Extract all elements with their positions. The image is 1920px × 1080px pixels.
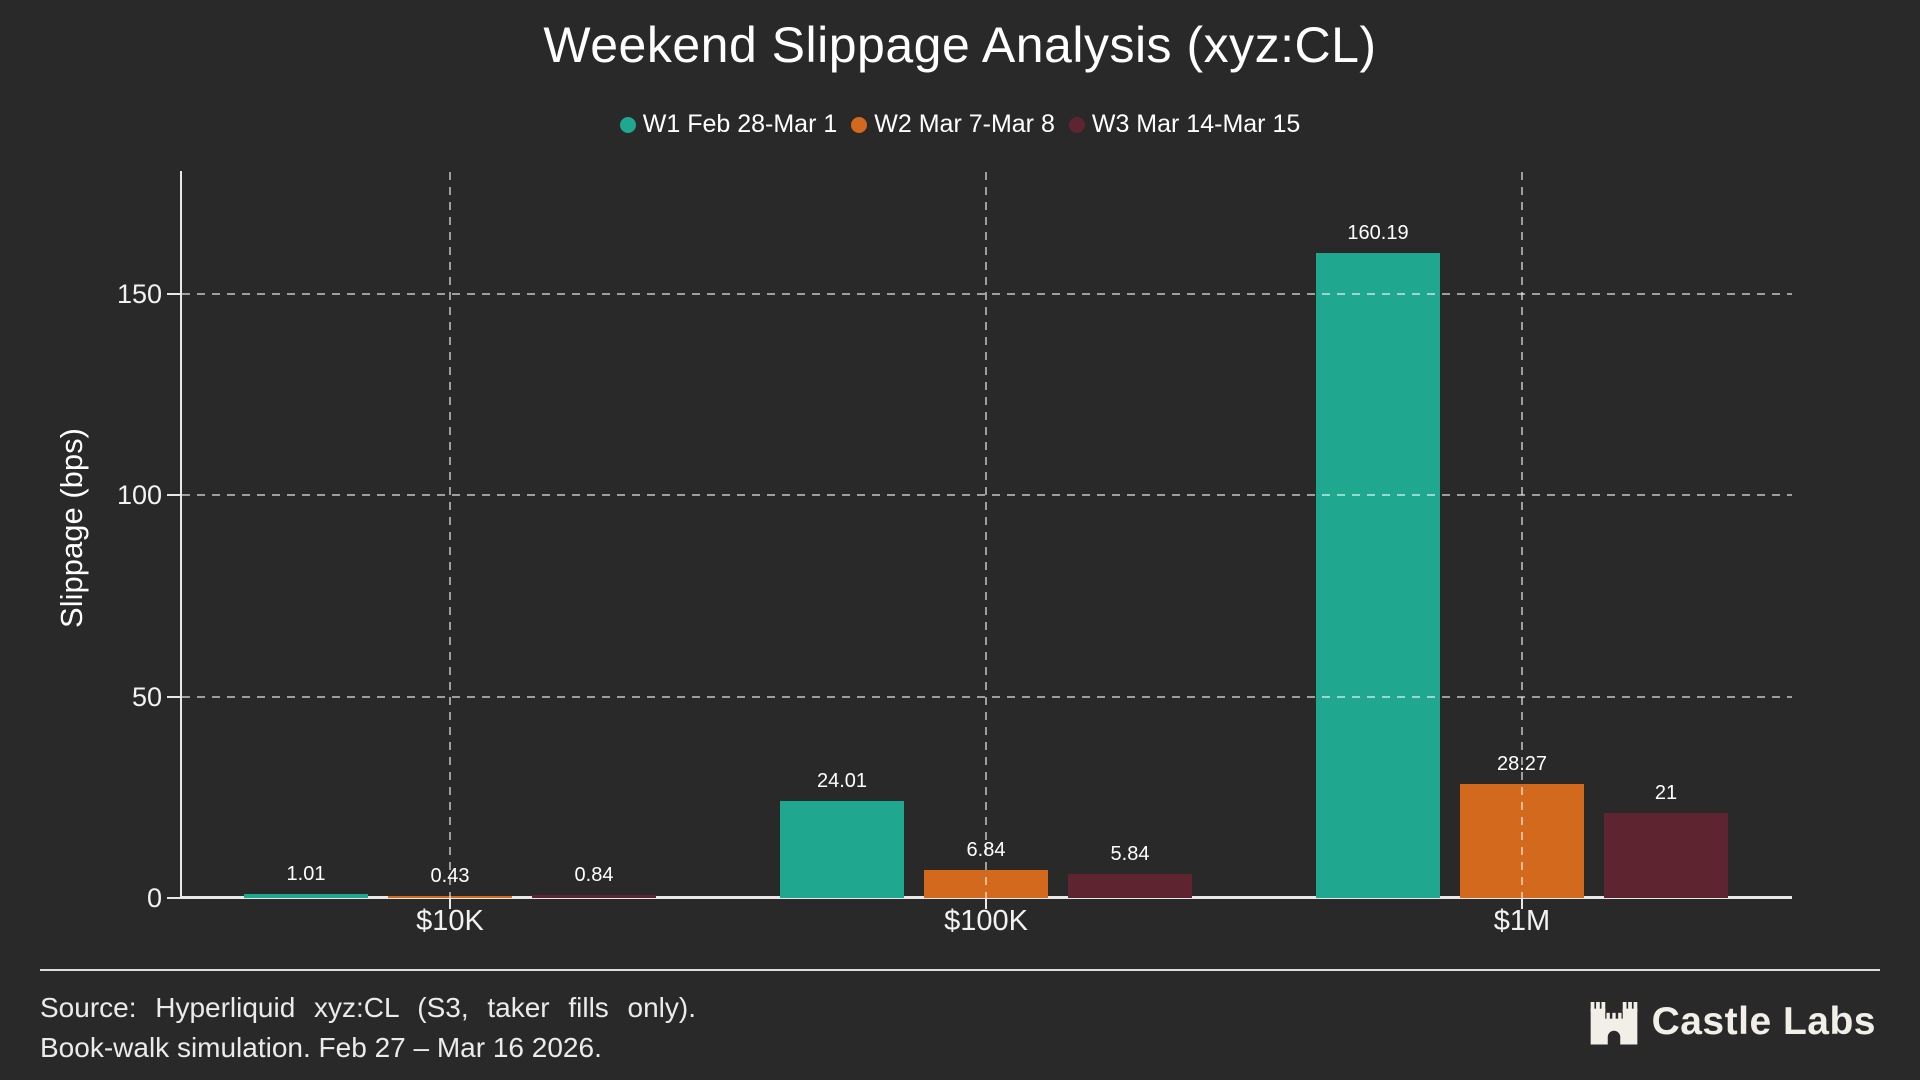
bar-value-label: 5.84 <box>1110 843 1150 866</box>
legend-label: W1 Feb 28-Mar 1 <box>642 110 838 138</box>
bar-value-label: 24.01 <box>816 770 868 793</box>
legend-item: W1 Feb 28-Mar 1 <box>619 110 838 139</box>
x-category-label: $100K <box>944 905 1028 937</box>
bar-value-label: 160.19 <box>1347 221 1409 244</box>
legend-item: W3 Mar 14-Mar 15 <box>1068 110 1301 139</box>
brand-name: Castle Labs <box>1651 1000 1876 1043</box>
bar-w1-10k <box>244 893 368 898</box>
gridline-vertical <box>1521 172 1523 898</box>
y-tick-mark <box>167 897 180 899</box>
bar-value-label: 21 <box>1654 782 1678 805</box>
castle-icon <box>1590 1002 1637 1045</box>
bar-w3-10k <box>532 894 656 898</box>
legend-label: W3 Mar 14-Mar 15 <box>1091 110 1301 138</box>
chart-title: Weekend Slippage Analysis (xyz:CL) <box>543 17 1377 73</box>
y-tick-label: 100 <box>116 480 162 511</box>
x-tick-mark <box>1521 899 1523 909</box>
gridline-horizontal <box>182 494 1792 497</box>
x-tick-mark <box>985 899 987 909</box>
legend-item: W2 Mar 7-Mar 8 <box>851 110 1055 139</box>
legend-label: W2 Mar 7-Mar 8 <box>874 110 1055 138</box>
gridline-vertical <box>449 172 451 898</box>
bar-w3-1m <box>1604 813 1728 898</box>
legend-swatch-icon <box>851 116 868 133</box>
bar-w1-1m <box>1316 252 1440 898</box>
footer-divider <box>40 969 1880 971</box>
y-tick-mark <box>167 494 180 497</box>
x-category-label: $1M <box>1493 905 1551 937</box>
x-category-label: $10K <box>416 905 484 937</box>
source-note-line1: Source: Hyperliquid xyz:CL (S3, taker fi… <box>40 992 696 1023</box>
bar-value-label: 0.84 <box>574 863 614 886</box>
y-tick-label: 50 <box>131 681 162 712</box>
gridline-horizontal <box>182 293 1792 295</box>
brand-logo: Castle Labs <box>1589 999 1876 1045</box>
source-note-line2: Book-walk simulation. Feb 27 – Mar 16 20… <box>40 1032 602 1063</box>
y-axis-label: Slippage (bps) <box>54 428 89 628</box>
bar-w3-100k <box>1068 874 1192 898</box>
gridline-horizontal <box>182 695 1792 698</box>
gridline-vertical <box>985 172 987 898</box>
legend-swatch-icon <box>1068 116 1085 133</box>
y-tick-label: 0 <box>146 883 162 913</box>
bar-w1-100k <box>780 801 904 898</box>
y-tick-mark <box>167 695 180 698</box>
x-tick-mark <box>449 899 451 909</box>
y-tick-mark <box>167 293 180 295</box>
bar-value-label: 1.01 <box>286 862 326 885</box>
chart-legend: W1 Feb 28-Mar 1 W2 Mar 7-Mar 8 W3 Mar 14-M… <box>0 110 1920 139</box>
y-axis-spine <box>180 171 182 898</box>
legend-swatch-icon <box>619 116 636 133</box>
y-tick-label: 150 <box>116 279 162 309</box>
